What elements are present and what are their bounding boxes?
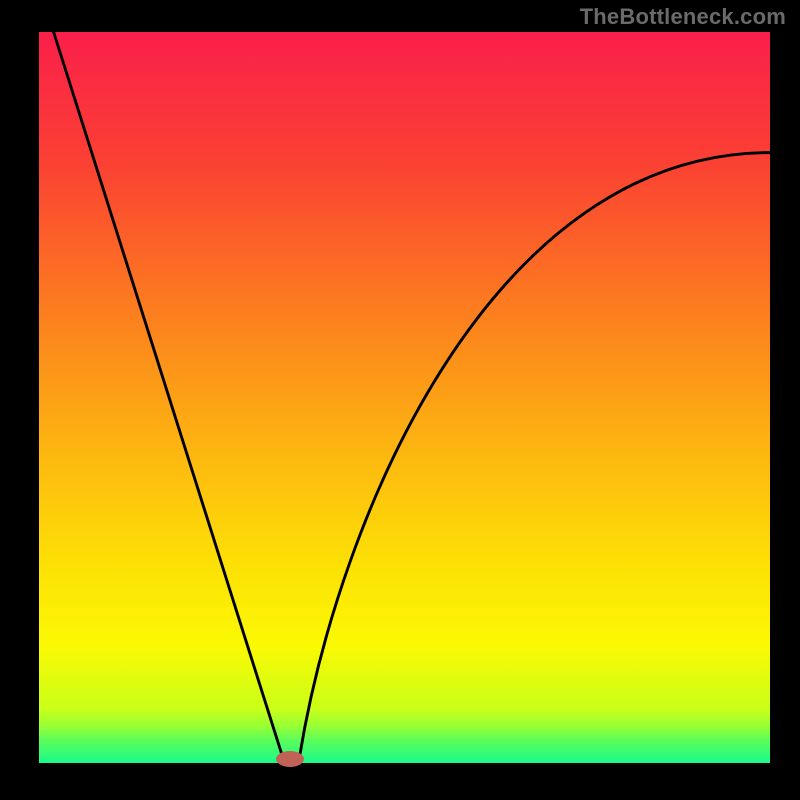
watermark-text: TheBottleneck.com	[580, 4, 786, 30]
curve-right-branch	[299, 153, 770, 759]
bottleneck-curve	[39, 32, 770, 763]
minimum-marker	[276, 751, 304, 767]
curve-left-branch	[54, 32, 284, 759]
plot-area	[39, 32, 770, 763]
